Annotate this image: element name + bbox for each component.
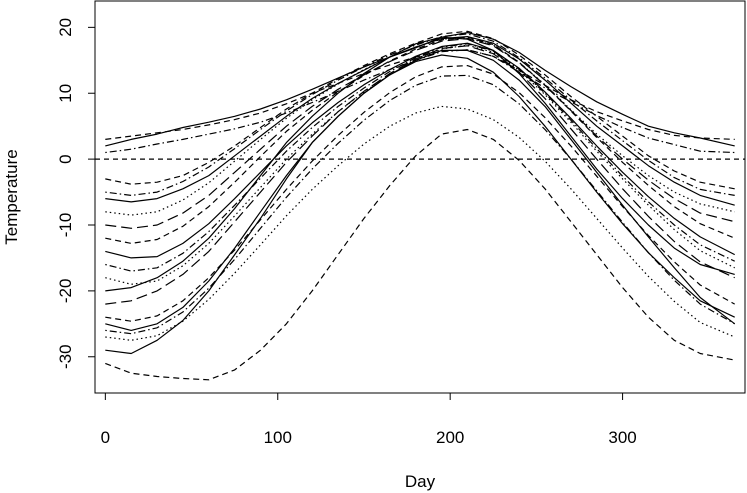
series-line-8 xyxy=(105,37,735,229)
series-line-1 xyxy=(105,31,735,147)
series-line-19 xyxy=(105,64,735,322)
x-tick-label: 200 xyxy=(436,428,464,447)
x-tick-label: 100 xyxy=(264,428,292,447)
y-tick-label: -30 xyxy=(56,344,75,369)
x-axis: 0 100 200 300 xyxy=(101,392,637,447)
y-tick-label: -20 xyxy=(56,279,75,304)
series-line-14 xyxy=(105,45,735,305)
x-axis-title: Day xyxy=(405,472,436,491)
series-line-11 xyxy=(105,44,735,285)
y-axis: -30 -20 -10 0 10 20 xyxy=(56,18,96,369)
x-tick-label: 0 xyxy=(101,428,110,447)
y-tick-label: -10 xyxy=(56,213,75,238)
series-line-4 xyxy=(105,35,735,206)
series-line-9 xyxy=(105,42,735,259)
series-line-17 xyxy=(105,105,735,341)
plot-frame xyxy=(94,0,746,394)
series-line-2 xyxy=(105,49,735,140)
series-line-3 xyxy=(105,49,735,154)
series-line-5 xyxy=(105,30,735,190)
y-tick-label: 0 xyxy=(56,154,75,163)
series-line-15 xyxy=(105,54,735,331)
y-axis-title: Temperature xyxy=(2,149,21,244)
series-line-10 xyxy=(105,36,735,244)
series-line-13 xyxy=(105,36,735,292)
series-line-12 xyxy=(105,43,735,272)
x-tick-label: 300 xyxy=(608,428,636,447)
series-line-18 xyxy=(105,74,735,335)
series-line-20 xyxy=(105,128,735,381)
y-tick-label: 10 xyxy=(56,84,75,103)
series-line-7 xyxy=(105,33,735,196)
series-group xyxy=(105,30,736,381)
y-tick-label: 20 xyxy=(56,18,75,37)
series-line-6 xyxy=(105,37,735,216)
series-line-16 xyxy=(105,49,736,355)
